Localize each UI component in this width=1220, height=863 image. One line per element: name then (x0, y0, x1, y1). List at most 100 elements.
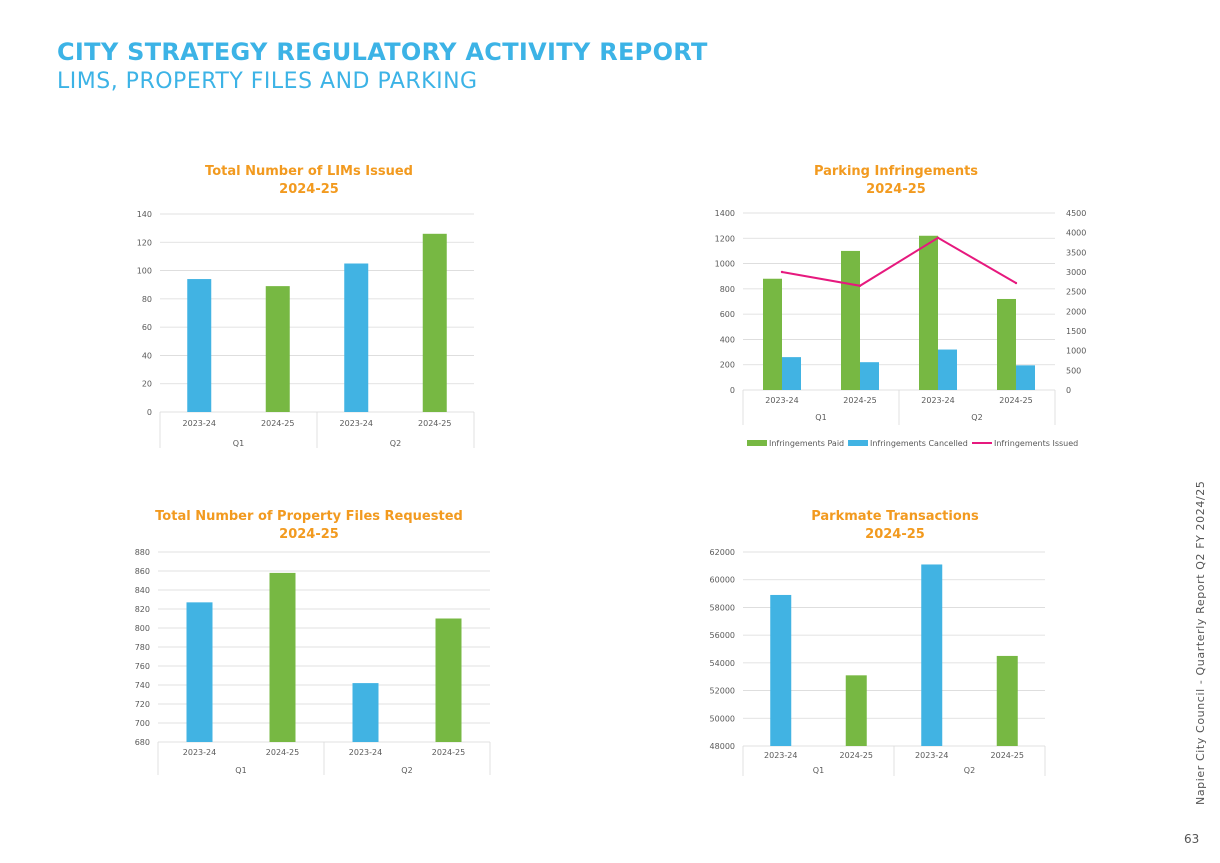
bar (860, 362, 879, 390)
y-tick-label: 58000 (710, 603, 735, 612)
group-label: Q2 (401, 766, 412, 775)
line-point (1014, 281, 1018, 285)
lims-issued-chart: Total Number of LIMs Issued 2024-25 0 20 40 6… (137, 164, 475, 448)
parking-infringements-chart: Parking Infringements 2024-25 0 200 400 600 80… (715, 164, 1087, 448)
legend-label: Infringements Cancelled (870, 439, 968, 448)
legend-label: Infringements Issued (994, 439, 1078, 448)
y2-tick-label: 2500 (1066, 288, 1086, 297)
category-label: 2024-25 (261, 419, 294, 428)
y2-tick-label: 3500 (1066, 248, 1086, 257)
group-label: Q1 (233, 439, 244, 448)
category-label: 2023-24 (349, 748, 382, 757)
y-tick-label: 880 (135, 548, 150, 557)
chart-subtitle: 2024-25 (865, 527, 925, 542)
category-label: 2023-24 (915, 751, 948, 760)
category-label: 2024-25 (999, 396, 1032, 405)
footer-report-name: Napier City Council - Quarterly Report Q… (1194, 480, 1207, 805)
y-tick-label: 100 (137, 267, 152, 276)
bar (763, 278, 782, 390)
page-subtitle: LIMS, PROPERTY FILES AND PARKING (57, 69, 478, 94)
category-label: 2023-24 (765, 396, 798, 405)
category-label: 2024-25 (432, 748, 465, 757)
parkmate-transactions-chart: Parkmate Transactions 2024-25 48000 50000 52… (710, 509, 1046, 776)
y2-tick-label: 4500 (1066, 209, 1086, 218)
legend-swatch (747, 440, 767, 446)
y-tick-label: 800 (135, 624, 150, 633)
category-label: 2024-25 (418, 419, 451, 428)
y-tick-label: 720 (135, 700, 150, 709)
y-tick-label: 50000 (710, 714, 735, 723)
category-label: 2023-24 (340, 419, 373, 428)
y-tick-label: 60 (142, 323, 152, 332)
line-series (781, 236, 1017, 287)
bar (344, 263, 369, 412)
bar (422, 233, 447, 412)
chart-subtitle: 2024-25 (279, 527, 339, 542)
y2-tick-label: 3000 (1066, 268, 1086, 277)
category-label: 2023-24 (764, 751, 797, 760)
y-tick-label: 60000 (710, 576, 735, 585)
y-tick-label: 140 (137, 210, 152, 219)
y-tick-label: 800 (720, 285, 735, 294)
legend-swatch (848, 440, 868, 446)
y-tick-label: 860 (135, 567, 150, 576)
bar (187, 279, 212, 412)
y-tick-label: 40 (142, 351, 152, 360)
chart-title: Total Number of LIMs Issued (205, 164, 413, 179)
group-label: Q1 (235, 766, 246, 775)
y2-tick-label: 500 (1066, 366, 1081, 375)
line-point (858, 284, 862, 287)
category-label: 2024-25 (266, 748, 299, 757)
y-tick-label: 0 (730, 386, 735, 395)
chart-subtitle: 2024-25 (279, 182, 339, 197)
y-tick-label: 80 (142, 295, 152, 304)
page-title: CITY STRATEGY REGULATORY ACTIVITY REPORT (57, 38, 708, 66)
chart-title: Parking Infringements (814, 164, 978, 179)
chart-title: Total Number of Property Files Requested (155, 509, 463, 524)
chart-title: Parkmate Transactions (811, 509, 979, 524)
y-tick-label: 600 (720, 310, 735, 319)
y2-tick-label: 1500 (1066, 327, 1086, 336)
y-tick-label: 1200 (715, 234, 735, 243)
y-tick-label: 54000 (710, 659, 735, 668)
category-label: 2024-25 (991, 751, 1024, 760)
bar (919, 235, 938, 390)
category-label: 2023-24 (183, 419, 216, 428)
y2-tick-label: 1000 (1066, 347, 1086, 356)
bar (938, 349, 957, 390)
y-tick-label: 120 (137, 238, 152, 247)
y-tick-label: 1400 (715, 209, 735, 218)
bar (841, 250, 860, 390)
line-point (780, 270, 784, 274)
bar (770, 594, 792, 746)
group-label: Q2 (971, 413, 982, 422)
y-tick-label: 1000 (715, 260, 735, 269)
category-label: 2023-24 (921, 396, 954, 405)
category-label: 2024-25 (840, 751, 873, 760)
y-tick-label: 400 (720, 335, 735, 344)
y-tick-label: 52000 (710, 687, 735, 696)
bar (186, 602, 213, 742)
y-tick-label: 20 (142, 380, 152, 389)
chart-subtitle: 2024-25 (866, 182, 926, 197)
bar (921, 564, 943, 746)
y-tick-label: 840 (135, 586, 150, 595)
y-tick-label: 56000 (710, 631, 735, 640)
y-tick-label: 0 (147, 408, 152, 417)
bar (352, 683, 379, 742)
y2-tick-label: 4000 (1066, 229, 1086, 238)
y-tick-label: 780 (135, 643, 150, 652)
property-files-chart: Total Number of Property Files Requested… (135, 509, 491, 775)
y-tick-label: 48000 (710, 742, 735, 751)
bar (782, 357, 801, 390)
y-tick-label: 62000 (710, 548, 735, 557)
bar (996, 655, 1018, 746)
group-label: Q1 (815, 413, 826, 422)
y-tick-label: 680 (135, 738, 150, 747)
bar (265, 286, 290, 412)
category-label: 2024-25 (843, 396, 876, 405)
group-label: Q2 (390, 439, 401, 448)
bar (269, 572, 296, 742)
category-label: 2023-24 (183, 748, 216, 757)
bar (845, 675, 867, 746)
